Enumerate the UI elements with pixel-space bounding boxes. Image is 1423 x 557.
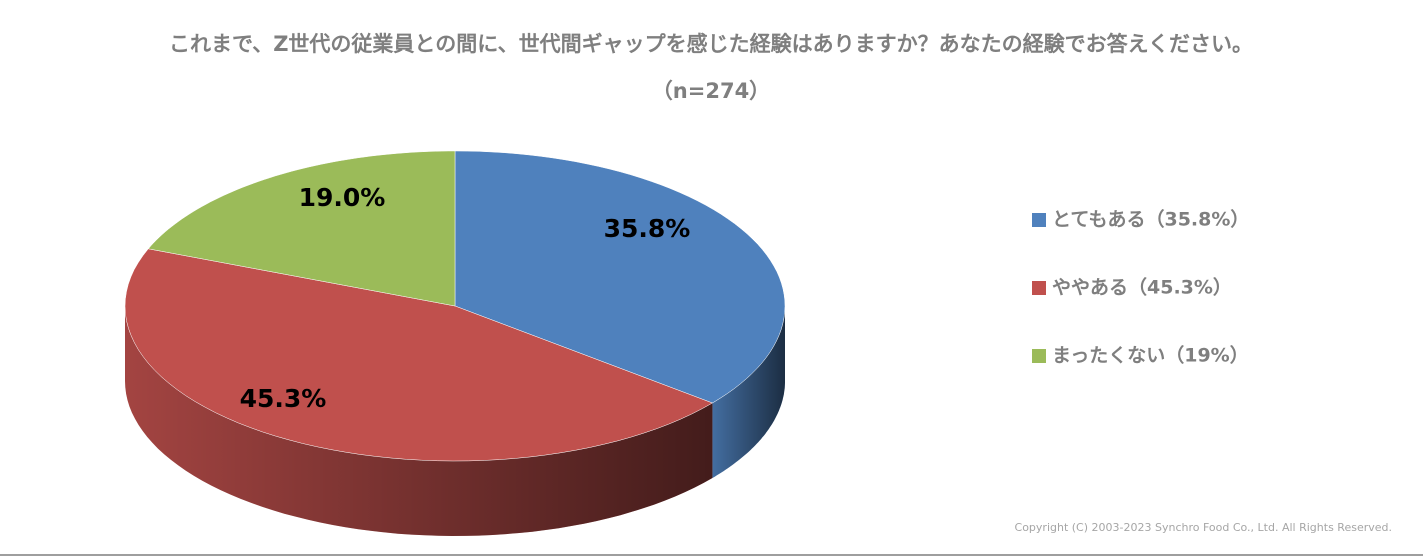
copyright: Copyright (C) 2003-2023 Synchro Food Co.… bbox=[1015, 521, 1392, 534]
chart-title: これまで、Z世代の従業員との間に、世代間ギャップを感じた経験はありますか？あなた… bbox=[169, 32, 1253, 56]
data-label: 45.3% bbox=[240, 384, 327, 413]
pie-slice bbox=[124, 248, 713, 462]
legend-swatch bbox=[1032, 213, 1046, 227]
legend-swatch bbox=[1032, 349, 1046, 363]
data-label: 35.8% bbox=[604, 214, 691, 243]
legend-swatch bbox=[1032, 281, 1046, 295]
data-label: 19.0% bbox=[299, 183, 386, 212]
pie-slice bbox=[454, 150, 786, 404]
legend-label: まったくない（19%） bbox=[1052, 344, 1249, 367]
legend-label: とてもある（35.8%） bbox=[1052, 208, 1249, 231]
legend-label: ややある（45.3%） bbox=[1052, 276, 1232, 299]
chart-subtitle: （n=274） bbox=[652, 79, 770, 103]
pie-slice bbox=[147, 150, 456, 307]
side-shade bbox=[712, 306, 785, 478]
side-shade bbox=[125, 306, 713, 536]
